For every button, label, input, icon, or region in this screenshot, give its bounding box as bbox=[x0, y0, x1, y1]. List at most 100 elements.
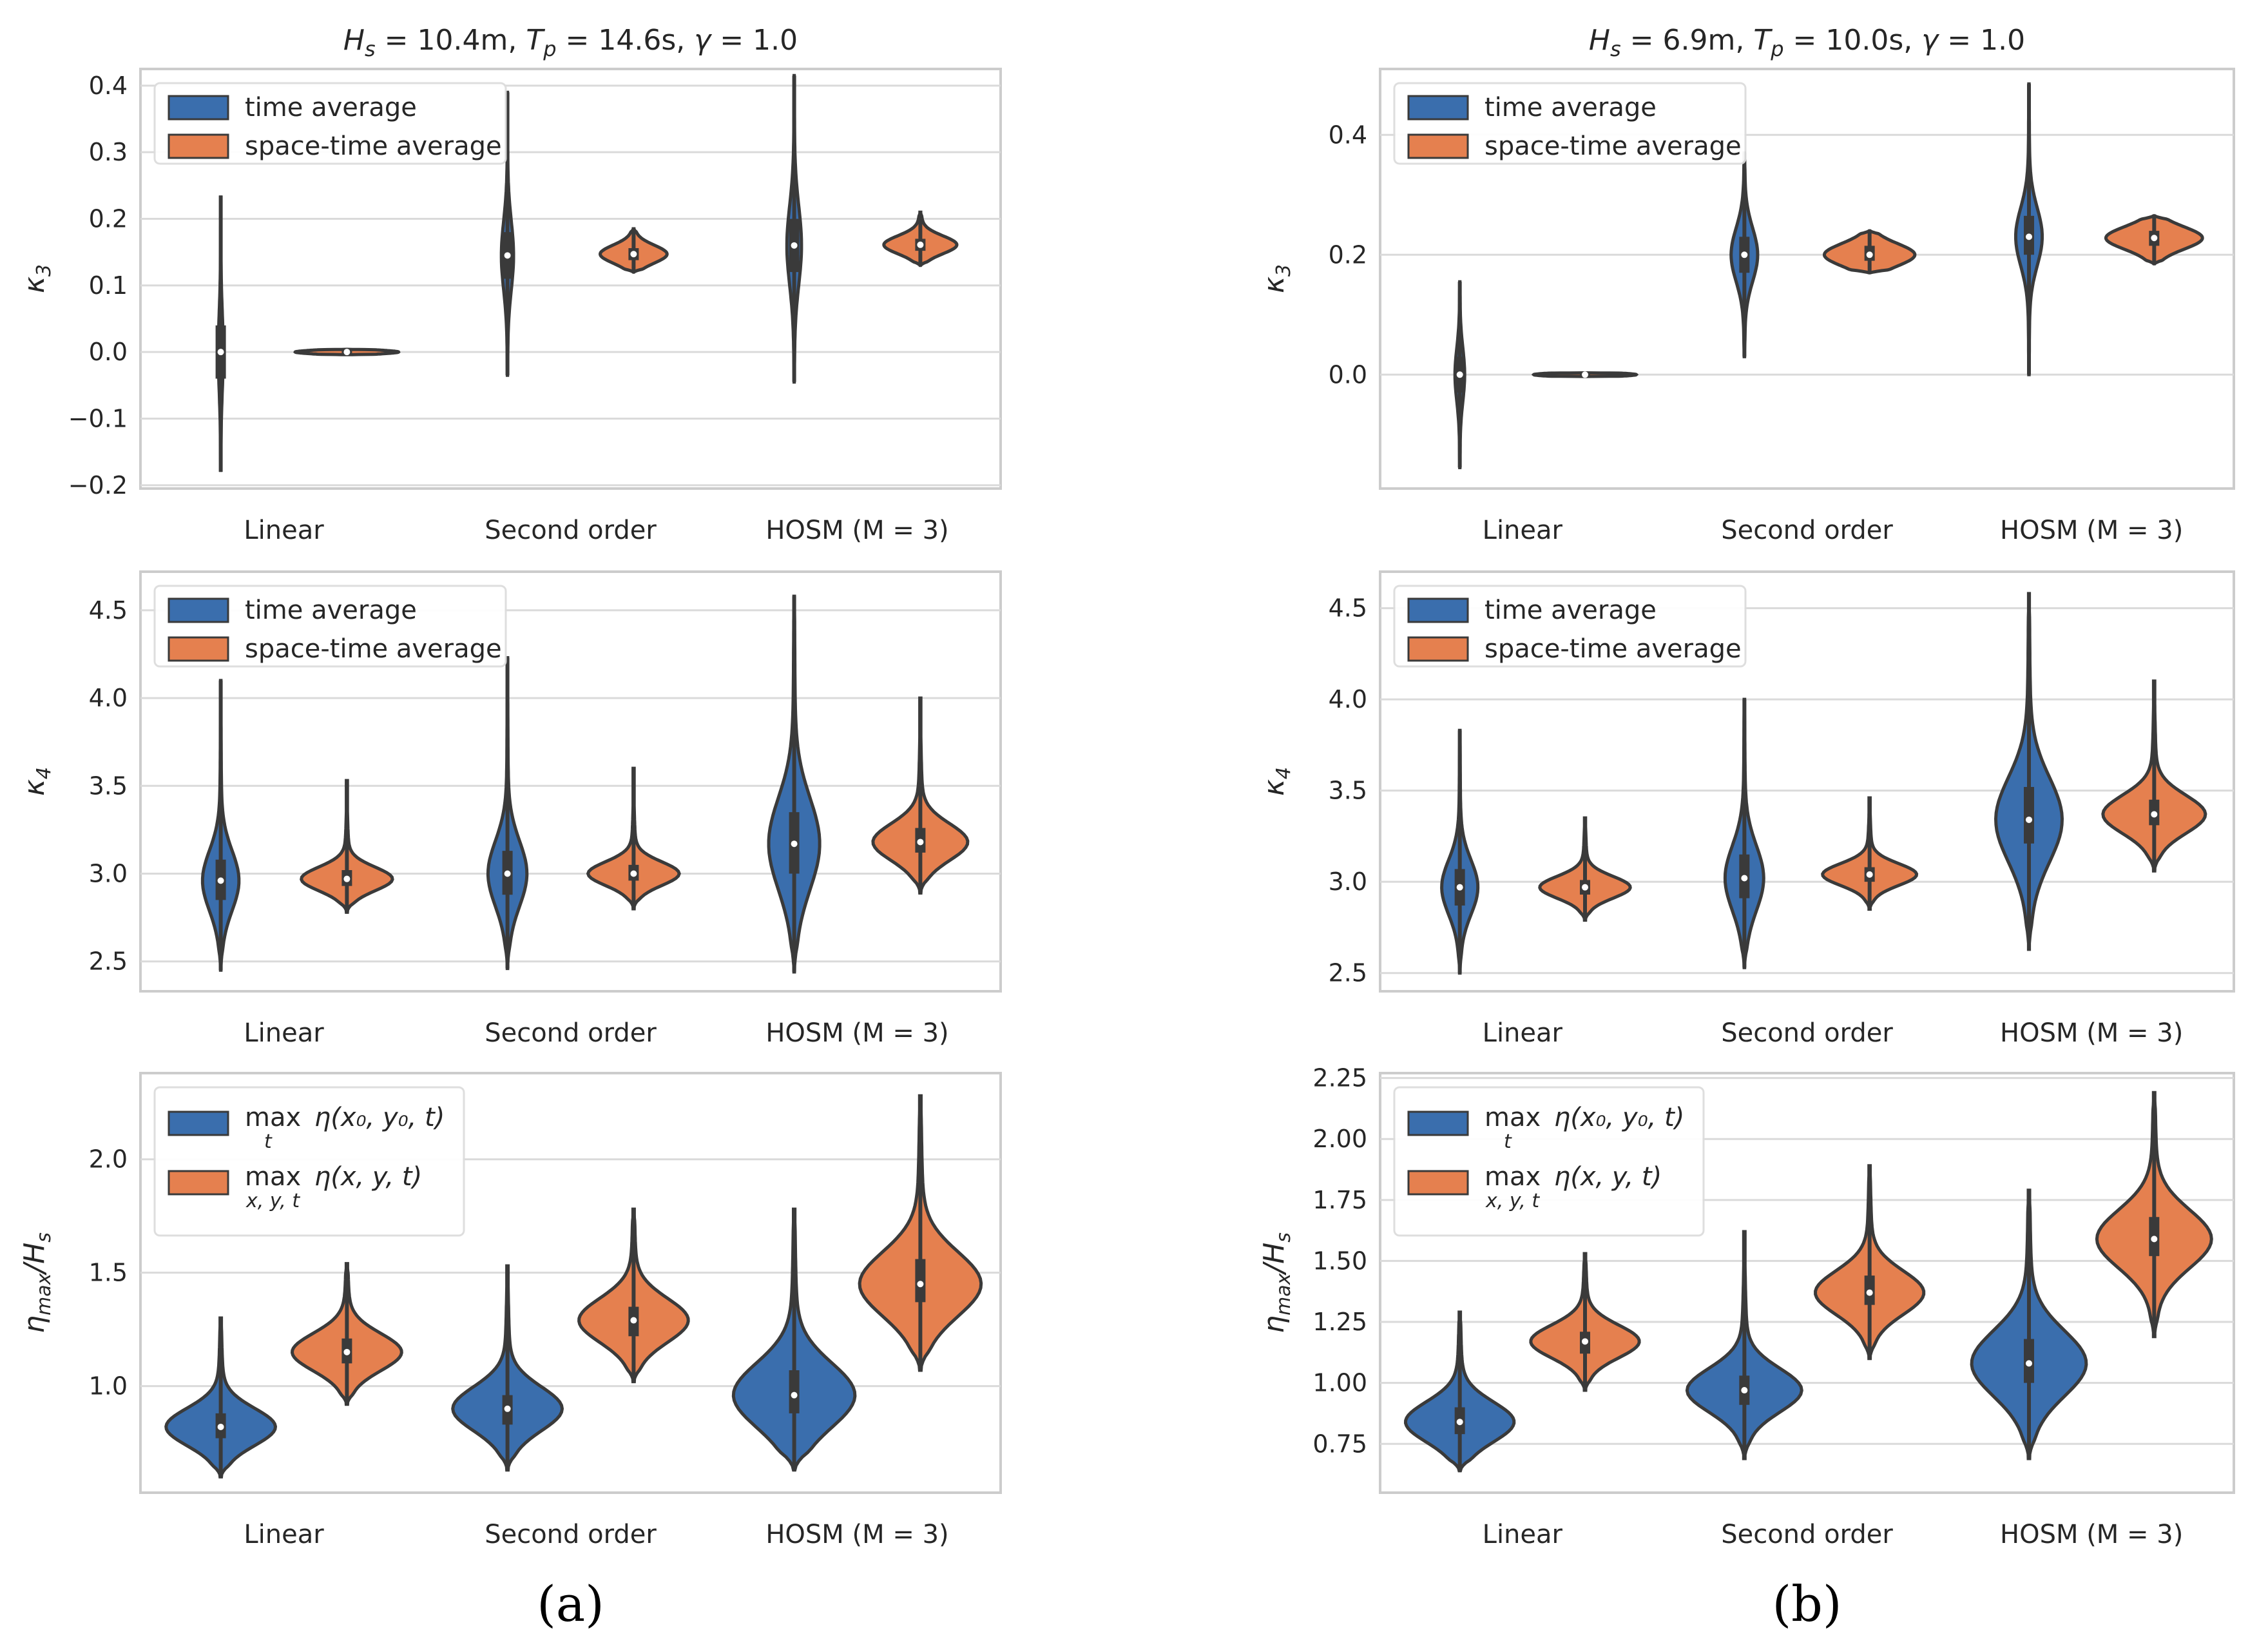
title-value: = 1.0 bbox=[1938, 24, 2025, 57]
violin-median-dot bbox=[217, 349, 224, 356]
x-category-label: Second order bbox=[1721, 516, 1893, 545]
y-axis-label-tail-sub: s bbox=[1273, 1232, 1295, 1243]
y-axis-label-main: κ bbox=[18, 276, 51, 293]
legend-subscript: t bbox=[1504, 1130, 1512, 1153]
y-tick-label: 0.0 bbox=[89, 338, 128, 366]
legend-swatch bbox=[1407, 1170, 1469, 1196]
legend-label: max η(x₀, y₀, t) bbox=[1485, 1103, 1684, 1132]
legend-swatch bbox=[1407, 1110, 1469, 1136]
violin-median-dot bbox=[2026, 1360, 2032, 1367]
y-tick-label: 1.75 bbox=[1312, 1186, 1367, 1214]
legend-op: max bbox=[245, 1103, 301, 1132]
y-tick-label: 4.5 bbox=[89, 596, 128, 625]
chart-panel-a_k3: −0.2 −0.1 0.0 0.1 0.2 0.3 0.4 Linear Second orde… bbox=[18, 24, 1002, 545]
x-category-label: Second order bbox=[1721, 1018, 1893, 1048]
violin-median-dot bbox=[217, 1423, 224, 1430]
legend-label: max η(x, y, t) bbox=[245, 1162, 422, 1192]
y-axis-label-tail: /H bbox=[18, 1243, 51, 1276]
panel-label-a: (a) bbox=[537, 1575, 604, 1633]
legend-swatch bbox=[168, 1170, 229, 1196]
violin-median-dot bbox=[1456, 884, 1463, 891]
chart-panel-b_eta: 0.75 1.00 1.25 1.50 1.75 2.00 2.25 Linear Second… bbox=[1258, 1064, 2235, 1549]
y-axis-label-sub: 3 bbox=[1273, 264, 1295, 276]
legend-swatch bbox=[168, 95, 229, 121]
x-category-label: Second order bbox=[1721, 1520, 1893, 1549]
violin-median-dot bbox=[2151, 235, 2158, 242]
y-tick-label: −0.2 bbox=[68, 471, 128, 499]
y-axis-label-tail: /H bbox=[1258, 1243, 1291, 1276]
x-category-label: Linear bbox=[244, 1520, 324, 1549]
violin-median-dot bbox=[1866, 251, 1873, 258]
violin-median-dot bbox=[917, 839, 924, 846]
y-axis-label-main: κ bbox=[18, 779, 51, 796]
y-tick-label: 3.5 bbox=[89, 771, 128, 800]
chart-panel-b_k3: 0.0 0.2 0.4 Linear Second order HOSM (M = 3) κ… bbox=[1258, 24, 2235, 545]
title-subscript: s bbox=[1610, 37, 1621, 61]
legend-label: space-time average bbox=[245, 634, 502, 664]
y-tick-label: 3.0 bbox=[1329, 868, 1367, 896]
violin-median-dot bbox=[630, 251, 637, 258]
legend-op: max bbox=[1485, 1162, 1541, 1192]
y-axis-label-sub: max bbox=[1273, 1273, 1295, 1315]
violin-median-dot bbox=[791, 1392, 798, 1399]
chart-panel-a_eta: 1.0 1.5 2.0 Linear Second order HOSM (M = 3) η… bbox=[18, 1072, 1002, 1549]
y-tick-label: 4.5 bbox=[1329, 594, 1367, 623]
y-axis-label-sub: 4 bbox=[1273, 767, 1295, 779]
legend-label: space-time average bbox=[1485, 131, 1742, 161]
legend-expr: η(x, y, t) bbox=[1546, 1162, 1662, 1192]
y-axis-label-main: κ bbox=[1258, 779, 1291, 796]
y-axis-label-sub: max bbox=[33, 1273, 55, 1315]
title-value: = 10.4m, bbox=[376, 24, 526, 57]
y-tick-label: −0.1 bbox=[68, 405, 128, 433]
title-symbol: H bbox=[1589, 24, 1610, 57]
violin-median-dot bbox=[2026, 233, 2032, 240]
y-axis-label-main: η bbox=[18, 1315, 51, 1334]
legend-swatch bbox=[168, 1110, 229, 1136]
legend-box bbox=[1393, 1086, 1705, 1237]
x-category-label: Second order bbox=[485, 1018, 657, 1048]
y-tick-label: 1.00 bbox=[1312, 1369, 1367, 1397]
title-subscript: p bbox=[1770, 37, 1783, 61]
title-symbol: H bbox=[343, 24, 365, 57]
y-tick-label: 0.75 bbox=[1312, 1430, 1367, 1458]
legend-label: space-time average bbox=[245, 131, 502, 161]
y-tick-label: 0.0 bbox=[1329, 360, 1367, 389]
legend-op: max bbox=[245, 1162, 301, 1192]
legend-subscript: x, y, t bbox=[245, 1190, 300, 1212]
y-tick-label: 2.5 bbox=[1329, 959, 1367, 987]
x-category-label: HOSM (M = 3) bbox=[765, 1520, 948, 1549]
legend-box bbox=[1393, 82, 1747, 165]
violin-median-dot bbox=[630, 1317, 637, 1324]
y-tick-label: 4.0 bbox=[89, 684, 128, 712]
x-category-label: HOSM (M = 3) bbox=[765, 516, 948, 545]
violin-median-dot bbox=[791, 242, 798, 249]
y-tick-label: 2.25 bbox=[1312, 1064, 1367, 1092]
violin-median-dot bbox=[217, 877, 224, 884]
y-tick-label: 4.0 bbox=[1329, 685, 1367, 713]
violin-median-dot bbox=[504, 870, 511, 877]
y-tick-label: 3.5 bbox=[1329, 777, 1367, 805]
y-axis-label: κ4 bbox=[18, 767, 55, 796]
legend-label: max η(x₀, y₀, t) bbox=[245, 1103, 445, 1132]
y-axis-label-sub: 4 bbox=[33, 767, 55, 779]
y-axis-label-main: η bbox=[1258, 1315, 1291, 1334]
y-axis-label-tail-sub: s bbox=[33, 1232, 55, 1243]
violin-median-dot bbox=[1866, 871, 1873, 878]
y-axis-label-sub: 3 bbox=[33, 264, 55, 276]
violin-median-dot bbox=[1582, 884, 1588, 891]
legend-box bbox=[153, 585, 507, 668]
violin-median-dot bbox=[343, 1348, 351, 1355]
violin-median-dot bbox=[791, 840, 798, 848]
violin-median-dot bbox=[917, 241, 924, 248]
y-axis-label: κ4 bbox=[1258, 767, 1295, 796]
x-category-label: Linear bbox=[244, 1018, 324, 1048]
title-symbol: T bbox=[526, 24, 545, 57]
violin-median-dot bbox=[917, 1281, 924, 1288]
y-tick-label: 0.3 bbox=[89, 138, 128, 166]
chart-title: Hs = 6.9m, Tp = 10.0s, γ = 1.0 bbox=[1589, 24, 2025, 61]
chart-panel-a_k4: 2.5 3.0 3.5 4.0 4.5 Linear Second order HOSM (M… bbox=[18, 570, 1002, 1048]
legend-label: time average bbox=[1485, 93, 1657, 122]
x-category-label: HOSM (M = 3) bbox=[2000, 1520, 2183, 1549]
y-axis-label: κ3 bbox=[18, 264, 55, 293]
